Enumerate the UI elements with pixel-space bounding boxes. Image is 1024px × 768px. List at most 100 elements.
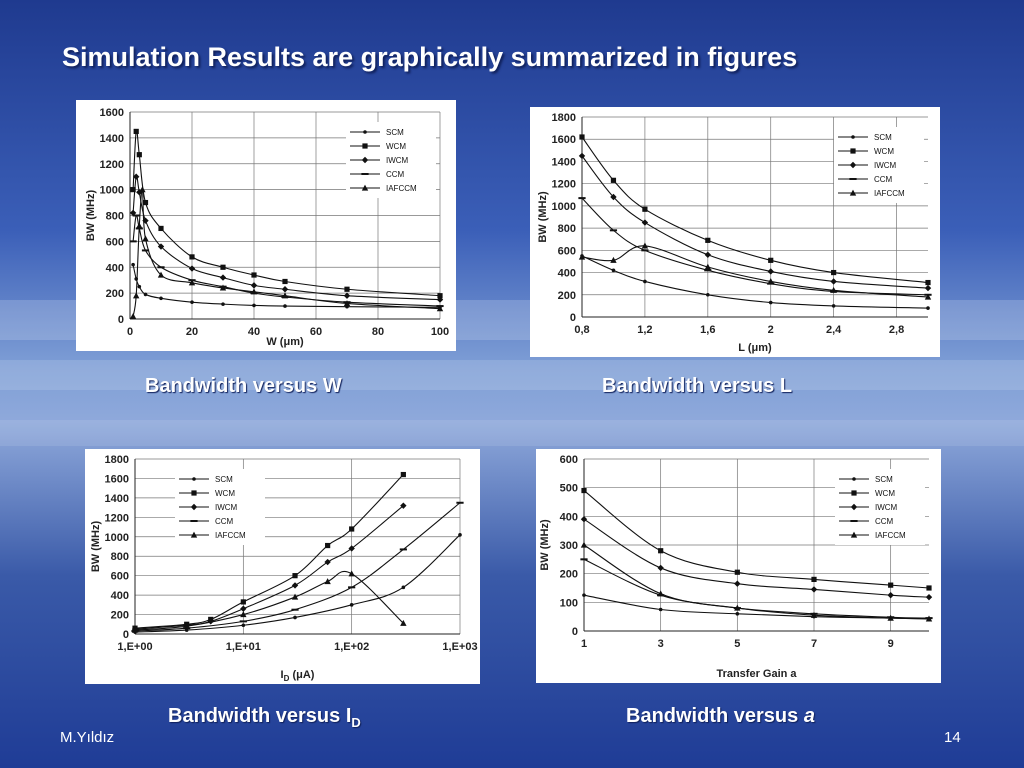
legend-label: IAFCCM xyxy=(875,531,906,540)
data-point xyxy=(436,296,444,303)
legend-label: SCM xyxy=(386,128,404,137)
y-tick-label: 1600 xyxy=(105,473,129,485)
legend-label: WCM xyxy=(215,489,235,498)
series-line xyxy=(132,264,441,308)
data-point xyxy=(704,263,712,270)
data-point xyxy=(221,302,225,306)
data-point xyxy=(348,545,355,552)
page-number: 14 xyxy=(944,729,961,746)
legend-label: IAFCCM xyxy=(386,184,417,193)
data-point xyxy=(705,237,711,243)
data-point xyxy=(581,487,587,494)
data-point xyxy=(252,303,256,308)
x-axis-label: Transfer Gain a xyxy=(716,668,797,680)
data-point xyxy=(189,254,195,260)
data-point xyxy=(183,622,190,629)
series-line xyxy=(581,255,929,309)
legend-marker xyxy=(851,490,857,496)
data-point xyxy=(324,558,331,566)
data-point xyxy=(641,219,649,226)
legend-marker xyxy=(190,531,198,538)
data-point xyxy=(657,564,664,572)
data-point xyxy=(349,603,354,607)
data-point xyxy=(250,282,258,289)
data-point xyxy=(133,173,140,180)
data-point xyxy=(344,286,350,292)
data-point xyxy=(325,542,331,549)
data-point xyxy=(159,296,163,301)
series-ccm xyxy=(578,197,932,296)
legend-label: SCM xyxy=(875,475,893,484)
legend-label: IWCM xyxy=(875,503,898,512)
data-point xyxy=(831,269,837,276)
data-point xyxy=(735,612,740,616)
data-point xyxy=(129,313,137,320)
legend-label: WCM xyxy=(386,142,406,151)
data-point xyxy=(578,253,586,260)
x-tick-label: 0,8 xyxy=(574,324,589,336)
series-line xyxy=(583,558,930,619)
series-iwcm xyxy=(131,502,407,633)
data-point xyxy=(240,605,247,612)
data-point xyxy=(184,628,189,632)
y-tick-label: 300 xyxy=(560,540,578,552)
legend: SCM WCM IWCM CCM IAFCCM xyxy=(835,469,925,545)
y-axis-label: BW (MHz) xyxy=(90,521,102,573)
series-scm xyxy=(133,533,462,634)
legend-label: IWCM xyxy=(215,503,238,512)
series-wcm xyxy=(579,134,931,286)
data-point xyxy=(142,199,149,206)
y-tick-label: 0 xyxy=(123,629,129,641)
data-point xyxy=(348,570,355,577)
data-point xyxy=(706,292,710,297)
legend-label: IWCM xyxy=(874,161,897,170)
y-tick-label: 0 xyxy=(572,626,578,638)
x-tick-label: 20 xyxy=(186,326,198,338)
y-tick-label: 600 xyxy=(111,571,129,583)
y-axis-label: BW (MHz) xyxy=(85,190,97,242)
legend-label: IWCM xyxy=(386,156,409,165)
data-point xyxy=(283,304,287,308)
legend-marker xyxy=(850,503,858,511)
data-point xyxy=(190,300,194,304)
data-point xyxy=(578,152,586,160)
data-point xyxy=(887,614,894,621)
data-point xyxy=(887,591,894,599)
y-tick-label: 800 xyxy=(111,551,129,563)
data-point xyxy=(610,177,617,183)
legend-label: WCM xyxy=(874,147,894,156)
legend-marker xyxy=(192,477,196,481)
data-point xyxy=(926,306,930,310)
legend-marker xyxy=(852,477,856,481)
data-point xyxy=(133,292,140,299)
legend-label: SCM xyxy=(874,133,892,142)
x-tick-label: 40 xyxy=(248,326,260,338)
x-tick-label: 1,E+03 xyxy=(442,641,477,653)
series-wcm xyxy=(581,487,932,591)
data-point xyxy=(131,262,135,267)
data-point xyxy=(219,284,227,291)
data-point xyxy=(250,288,258,295)
x-tick-label: 2,8 xyxy=(889,324,904,336)
x-tick-label: 100 xyxy=(431,326,449,338)
data-point xyxy=(582,593,586,597)
y-tick-label: 600 xyxy=(560,454,578,466)
data-point xyxy=(136,152,142,158)
data-point xyxy=(831,304,836,308)
data-point xyxy=(704,251,712,258)
series-iafccm xyxy=(131,570,407,633)
data-point xyxy=(139,186,146,193)
data-point xyxy=(241,623,246,628)
series-line xyxy=(132,189,441,317)
y-tick-label: 400 xyxy=(111,590,129,602)
x-tick-label: 5 xyxy=(734,638,740,650)
data-point xyxy=(924,284,932,292)
x-axis-label: W (μm) xyxy=(266,336,304,348)
x-axis-label: L (μm) xyxy=(738,342,772,354)
data-point xyxy=(281,286,289,293)
legend-marker xyxy=(849,189,857,196)
data-point xyxy=(768,257,774,263)
data-point xyxy=(888,582,894,588)
y-tick-label: 100 xyxy=(560,597,578,609)
y-tick-label: 1400 xyxy=(552,156,576,168)
